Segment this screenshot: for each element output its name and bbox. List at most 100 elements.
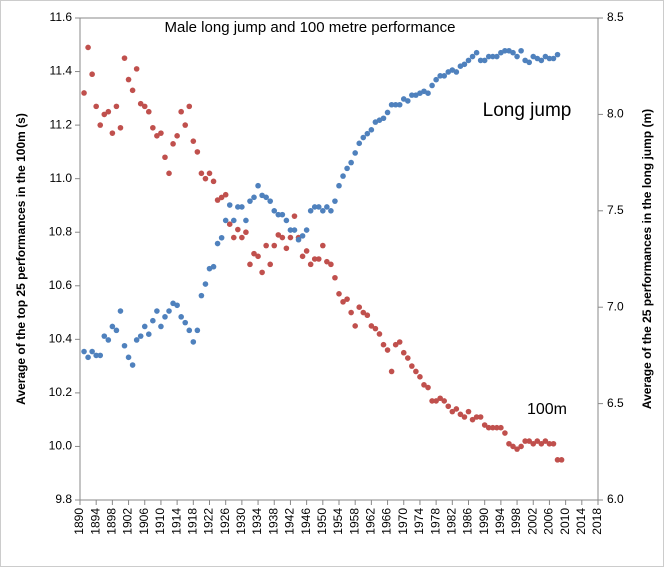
point (255, 253, 261, 260)
point (445, 403, 452, 410)
y2-tick-label: 8.0 (607, 107, 624, 121)
point (85, 354, 91, 361)
x-tick-label: 1950 (315, 508, 329, 535)
y-tick-label: 11.4 (50, 64, 73, 78)
point (291, 227, 298, 233)
point (404, 98, 411, 104)
point (267, 198, 274, 204)
point (364, 130, 371, 137)
point (101, 333, 108, 339)
point (356, 304, 363, 311)
point (263, 194, 269, 201)
point (291, 213, 298, 219)
point (409, 92, 415, 98)
point (437, 395, 443, 402)
x-tick-label: 1962 (364, 508, 378, 535)
point (348, 159, 354, 166)
point (287, 227, 294, 233)
point (558, 457, 565, 463)
series-label: 100m (527, 401, 567, 418)
point (550, 55, 557, 62)
point (150, 124, 156, 131)
point (303, 248, 310, 254)
x-tick-label: 1910 (153, 508, 167, 535)
point (320, 208, 326, 214)
point (352, 150, 358, 156)
point (307, 208, 314, 214)
x-tick-label: 1942 (283, 508, 297, 535)
point (263, 242, 269, 249)
point (279, 234, 286, 241)
x-tick-label: 1890 (72, 508, 86, 535)
point (477, 414, 484, 420)
point (81, 90, 87, 96)
point (494, 424, 500, 431)
point (453, 406, 460, 412)
x-tick-label: 1978 (428, 508, 442, 535)
x-tick-label: 2002 (525, 508, 539, 535)
point (364, 312, 371, 319)
point (376, 331, 383, 337)
y2-tick-label: 6.5 (607, 396, 624, 410)
point (336, 291, 342, 297)
y2-tick-label: 7.5 (607, 203, 624, 217)
point (117, 124, 124, 131)
y2-tick-label: 7.0 (607, 299, 624, 313)
point (182, 122, 189, 128)
x-tick-label: 1914 (169, 508, 183, 535)
point (275, 211, 282, 218)
point (352, 323, 358, 329)
point (182, 319, 189, 326)
point (518, 47, 524, 54)
x-tick-label: 1934 (250, 508, 264, 535)
point (510, 49, 516, 56)
point (255, 182, 261, 189)
point (368, 127, 375, 133)
point (299, 233, 306, 239)
point (320, 242, 326, 249)
x-tick-label: 1958 (347, 508, 361, 535)
point (485, 424, 492, 431)
point (498, 424, 504, 431)
y-tick-label: 10.0 (49, 439, 73, 453)
point (85, 44, 91, 51)
y2-tick-label: 6.0 (607, 492, 624, 506)
point (380, 341, 387, 348)
x-tick-label: 1898 (105, 508, 119, 535)
point (311, 256, 318, 262)
point (344, 296, 350, 302)
point (526, 438, 533, 444)
point (461, 414, 468, 420)
point (113, 103, 120, 110)
point (141, 323, 148, 330)
point (469, 416, 476, 423)
point (158, 323, 164, 330)
point (251, 250, 257, 257)
y2-axis-label: Average of the 25 performances in the lo… (640, 109, 654, 409)
point (340, 299, 346, 305)
point (109, 323, 116, 330)
point (441, 398, 448, 404)
point (542, 438, 549, 444)
point (518, 443, 524, 450)
point (453, 69, 460, 75)
point (129, 362, 136, 368)
point (550, 440, 557, 447)
chart-title: Male long jump and 100 metre performance (165, 19, 456, 36)
point (384, 347, 391, 353)
series-label: Long jump (483, 100, 572, 121)
point (210, 178, 217, 185)
point (328, 208, 334, 214)
point (502, 430, 508, 436)
point (489, 53, 496, 60)
point (514, 446, 520, 452)
point (502, 47, 508, 54)
point (93, 352, 99, 359)
y-tick-label: 10.6 (49, 278, 73, 292)
y-tick-label: 11.6 (50, 10, 73, 24)
point (178, 314, 184, 320)
point (125, 76, 132, 83)
point (510, 443, 516, 450)
x-tick-label: 1974 (412, 508, 426, 535)
